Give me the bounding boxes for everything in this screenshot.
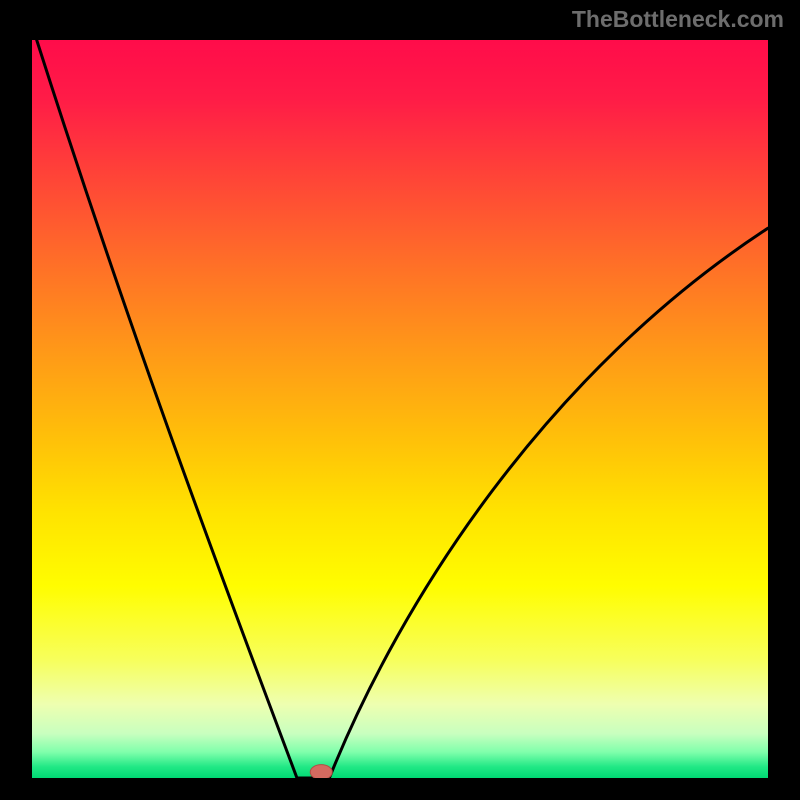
gradient-background xyxy=(0,0,800,800)
chart-stage: TheBottleneck.com xyxy=(0,0,800,800)
watermark-text: TheBottleneck.com xyxy=(572,6,784,33)
